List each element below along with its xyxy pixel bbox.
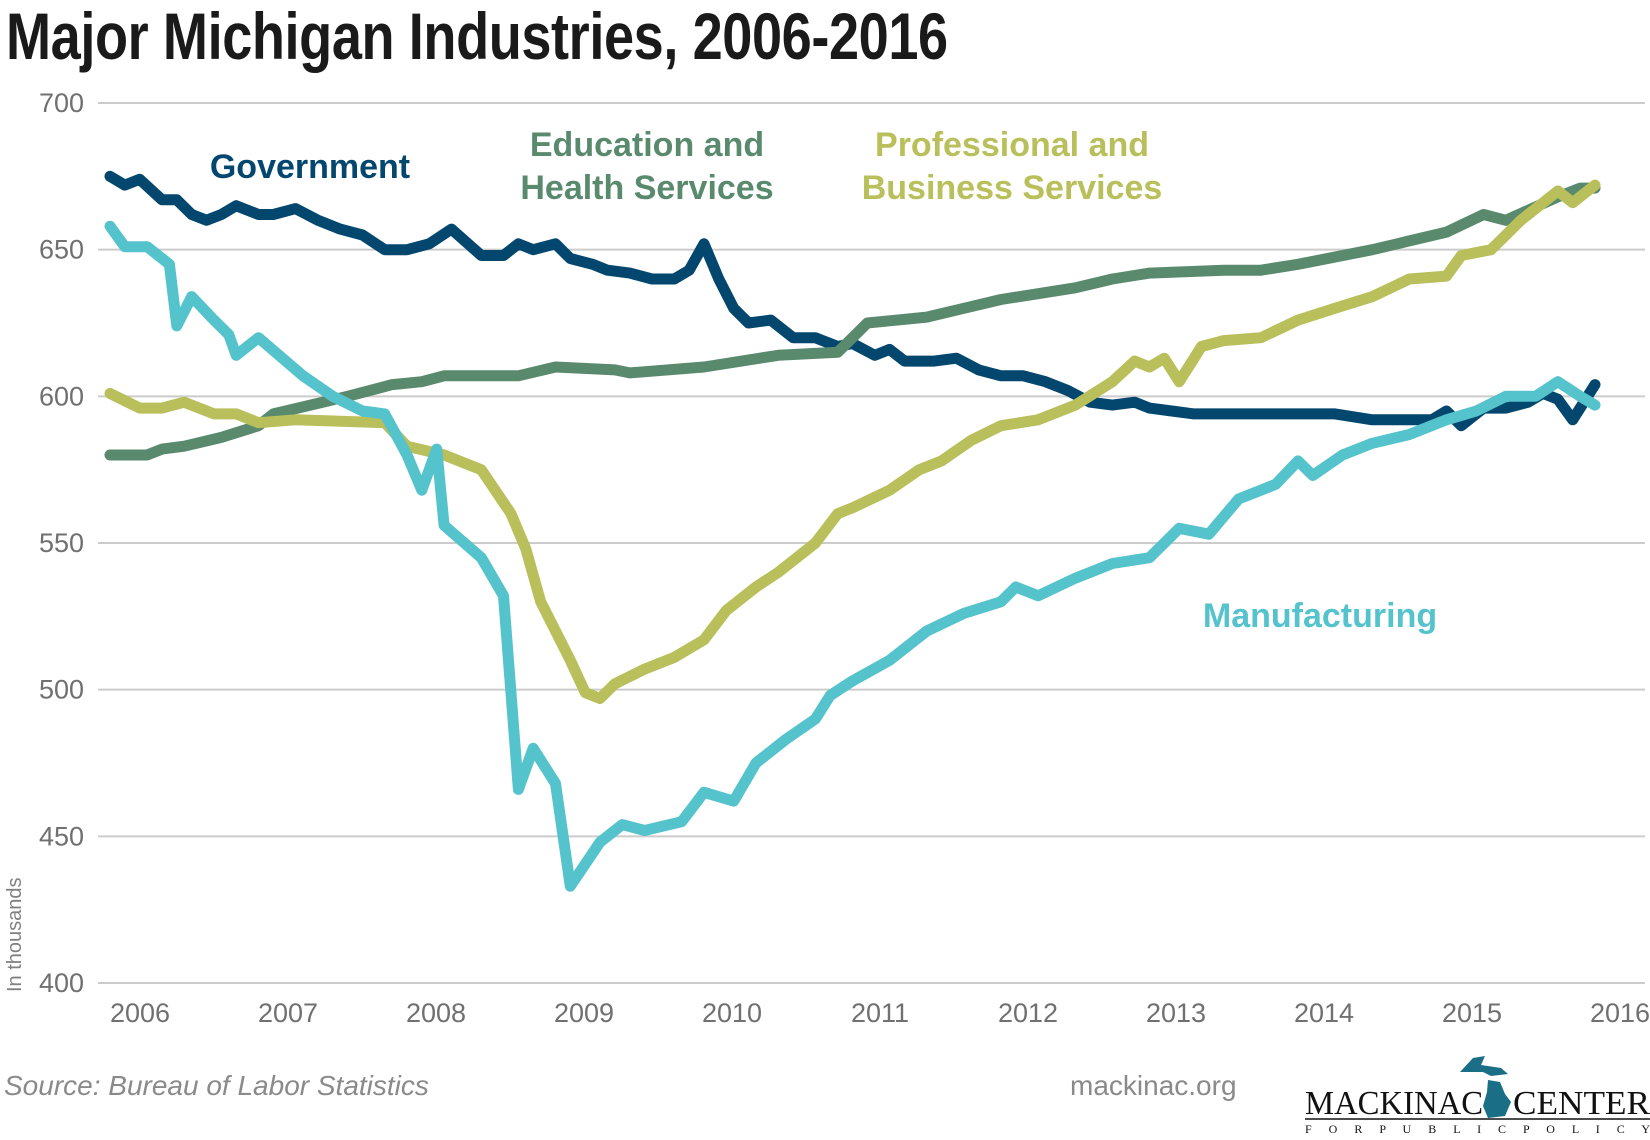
svg-text:F O R P U B L I C P O L I: F O R P U B L I C P O L I C Y [1305,1122,1650,1135]
y-tick-label: 400 [39,968,84,998]
series-line-government [104,170,1601,432]
x-tick-label: 2008 [406,998,466,1028]
label-education-1: Education and [530,126,764,164]
series-lines [104,170,1601,892]
label-professional-1: Professional and [875,126,1149,164]
y-axis-ticks: 400 450 500 550 600 650 700 [39,88,84,998]
y-tick-label: 450 [39,821,84,851]
series-line-education-and-health-services [104,182,1601,461]
y-tick-label: 600 [39,381,84,411]
x-tick-label: 2006 [110,998,170,1028]
y-tick-label: 550 [39,528,84,558]
y-axis-label: In thousands [4,877,26,992]
x-tick-label: 2013 [1146,998,1206,1028]
y-tick-label: 650 [39,235,84,265]
label-education-2: Health Services [520,169,773,207]
x-axis-ticks: 2006 2007 2008 2009 2010 2011 2012 2013 2014 2015… [110,998,1650,1028]
y-tick-label: 700 [39,88,84,118]
website-link[interactable]: mackinac.org [1070,1070,1237,1101]
chart-title: Major Michigan Industries, 2006-2016 [6,0,948,73]
source-note: Source: Bureau of Labor Statistics [4,1070,429,1101]
x-tick-label: 2016 [1590,998,1650,1028]
series-line-manufacturing [104,220,1601,892]
x-tick-label: 2014 [1294,998,1354,1028]
x-tick-label: 2015 [1442,998,1502,1028]
x-tick-label: 2012 [998,998,1058,1028]
label-government: Government [210,148,410,186]
michigan-map-icon [1460,1056,1511,1118]
label-professional-2: Business Services [862,169,1163,207]
x-tick-label: 2011 [851,998,909,1028]
mackinac-center-logo: MACKINAC CENTER F O R P U B L I C P O L … [1305,1056,1650,1135]
label-manufacturing: Manufacturing [1203,597,1437,635]
x-tick-label: 2010 [702,998,762,1028]
x-tick-label: 2009 [554,998,614,1028]
svg-text:MACKINAC: MACKINAC [1305,1085,1483,1122]
x-tick-label: 2007 [258,998,318,1028]
y-tick-label: 500 [39,675,84,705]
svg-text:CENTER: CENTER [1513,1085,1650,1122]
